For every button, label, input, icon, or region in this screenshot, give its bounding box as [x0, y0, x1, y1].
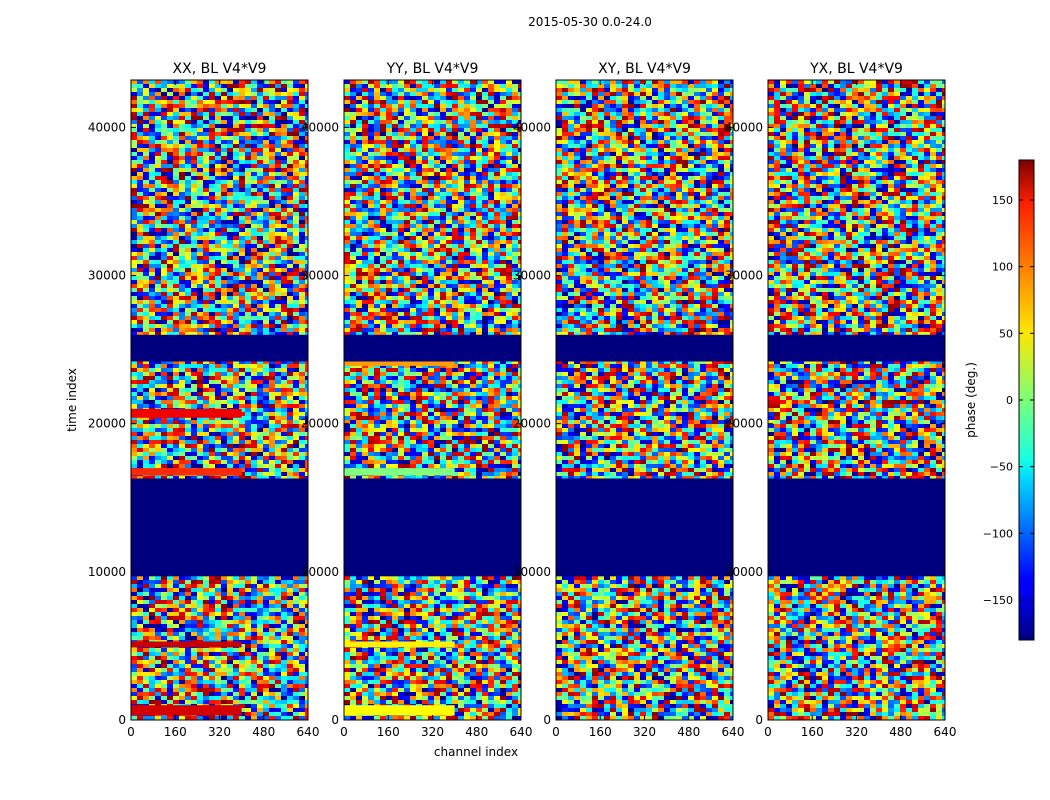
- x-tick-label: 160: [377, 725, 400, 739]
- coherent-band: [131, 408, 242, 418]
- panel-title-xx: XX, BL V4*V9: [173, 61, 267, 77]
- flagged-region: [556, 478, 733, 577]
- x-axis-yy: 0 160 320 480 640: [340, 80, 532, 739]
- panel-yx: YX, BL V4*V9 0 160 320 480 640 0 10000 20000 30…: [725, 61, 957, 739]
- x-axis-xx: 0 160 320 480 640: [127, 80, 319, 739]
- x-tick-label: 480: [677, 725, 700, 739]
- x-tick-label: 480: [465, 725, 488, 739]
- panel-xx: XX, BL V4*V9 0 160 320 480 640 0 10000 20000 30…: [88, 61, 320, 739]
- x-tick-label: 640: [297, 725, 320, 739]
- coherent-band: [131, 705, 242, 716]
- y-axis-xy: 0 10000 20000 30000 40000: [513, 120, 733, 727]
- phase-image-yx: [768, 80, 945, 720]
- y-tick-label: 40000: [301, 120, 339, 134]
- coherent-band: [131, 468, 242, 476]
- y-tick-label: 40000: [725, 120, 763, 134]
- colorbar-label: phase (deg.): [964, 362, 978, 438]
- panel-yy: YY, BL V4*V9 0 160 320 480 640 0 10000 20000 30…: [301, 61, 533, 739]
- y-tick-label: 20000: [725, 417, 763, 431]
- colorbar-tick-label: −50: [990, 461, 1013, 474]
- y-tick-label: 40000: [513, 120, 551, 134]
- phase-image-yy: [344, 80, 521, 720]
- x-axis-yx: 0 160 320 480 640: [764, 80, 956, 739]
- flagged-region: [344, 334, 521, 362]
- coherent-band: [344, 641, 455, 648]
- x-tick-label: 320: [421, 725, 444, 739]
- y-tick-label: 20000: [88, 417, 126, 431]
- phase-image-xx: [131, 80, 308, 720]
- colorbar-ticks: 150 100 50 0 −50 −100 −150: [983, 194, 1034, 607]
- flagged-region: [556, 334, 733, 362]
- x-tick-label: 160: [589, 725, 612, 739]
- x-tick-label: 160: [801, 725, 824, 739]
- flagged-region: [344, 478, 521, 577]
- y-tick-label: 10000: [513, 565, 551, 579]
- y-tick-label: 30000: [88, 269, 126, 283]
- x-tick-label: 320: [208, 725, 231, 739]
- panel-xy: XY, BL V4*V9 0 160 320 480 640 0 10000 20000 30…: [513, 61, 745, 739]
- y-tick-label: 0: [543, 713, 551, 727]
- colorbar: 150 100 50 0 −50 −100 −150 phase (deg.): [964, 159, 1035, 641]
- x-tick-label: 0: [764, 725, 772, 739]
- y-tick-label: 40000: [88, 120, 126, 134]
- x-tick-label: 0: [127, 725, 135, 739]
- y-axis-yx: 0 10000 20000 30000 40000: [725, 120, 945, 727]
- y-tick-label: 0: [755, 713, 763, 727]
- x-tick-label: 320: [633, 725, 656, 739]
- x-axis-xy: 0 160 320 480 640: [552, 80, 744, 739]
- y-axis-xx: 0 10000 20000 30000 40000: [88, 120, 308, 727]
- y-tick-label: 30000: [513, 269, 551, 283]
- coherent-band: [344, 468, 455, 476]
- phase-image-xy: [556, 80, 733, 720]
- colorbar-tick-label: −150: [983, 594, 1013, 607]
- y-tick-label: 0: [331, 713, 339, 727]
- flagged-region: [768, 334, 945, 362]
- y-axis-yy: 0 10000 20000 30000 40000: [301, 120, 521, 727]
- flagged-region: [768, 478, 945, 577]
- x-tick-label: 640: [510, 725, 533, 739]
- x-tick-label: 320: [845, 725, 868, 739]
- y-tick-label: 20000: [513, 417, 551, 431]
- y-tick-label: 30000: [725, 269, 763, 283]
- colorbar-tick-label: 0: [1006, 394, 1013, 407]
- x-tick-label: 640: [722, 725, 745, 739]
- x-tick-label: 0: [340, 725, 348, 739]
- panel-title-xy: XY, BL V4*V9: [598, 61, 691, 77]
- x-tick-label: 640: [934, 725, 957, 739]
- coherent-band: [344, 705, 455, 716]
- x-axis-label: channel index: [434, 745, 518, 759]
- panel-title-yy: YY, BL V4*V9: [386, 61, 479, 77]
- y-tick-label: 10000: [725, 565, 763, 579]
- y-tick-label: 20000: [301, 417, 339, 431]
- x-tick-label: 480: [252, 725, 275, 739]
- flagged-region: [131, 478, 308, 577]
- flagged-region: [131, 334, 308, 362]
- y-tick-label: 10000: [88, 565, 126, 579]
- colorbar-tick-label: 100: [992, 261, 1013, 274]
- x-tick-label: 480: [889, 725, 912, 739]
- y-tick-label: 0: [118, 713, 126, 727]
- coherent-band: [344, 361, 455, 366]
- colorbar-tick-label: −100: [983, 527, 1013, 540]
- coherent-band: [131, 641, 242, 648]
- colorbar-tick-label: 150: [992, 194, 1013, 207]
- y-tick-label: 30000: [301, 269, 339, 283]
- y-tick-label: 10000: [301, 565, 339, 579]
- colorbar-tick-label: 50: [999, 327, 1013, 340]
- x-tick-label: 0: [552, 725, 560, 739]
- panel-title-yx: YX, BL V4*V9: [809, 61, 903, 77]
- x-tick-label: 160: [164, 725, 187, 739]
- y-axis-label: time index: [65, 368, 79, 432]
- figure-suptitle: 2015-05-30 0.0-24.0: [528, 15, 652, 29]
